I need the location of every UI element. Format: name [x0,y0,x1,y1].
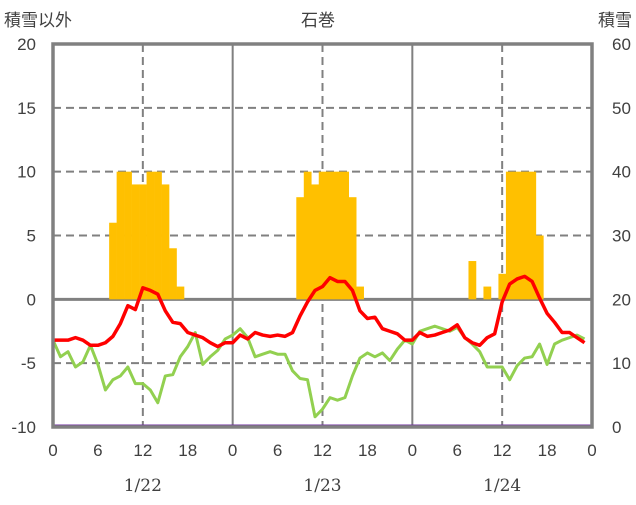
bar [535,235,544,300]
x-tick-label: 12 [313,441,332,460]
x-tick-label: 18 [358,441,377,460]
bar [161,184,170,300]
bar [528,171,537,300]
left-axis-title: 積雪以外 [4,11,72,31]
right-tick-label: 0 [612,418,621,437]
x-tick-label: 0 [228,441,237,460]
left-tick-label: -5 [21,354,36,373]
bar [176,286,185,300]
left-tick-label: 20 [17,35,36,54]
chart-title: 石巻 [301,11,335,31]
x-tick-label: 6 [453,441,462,460]
right-tick-label: 20 [612,290,631,309]
left-tick-label: 0 [27,290,36,309]
bar [154,171,162,300]
x-tick-label: 6 [273,441,282,460]
green-line [51,324,586,419]
date-label: 1/23 [303,476,341,496]
left-tick-label: 10 [17,163,36,182]
bar [326,171,335,300]
right-tick-label: 30 [612,227,631,246]
bar [303,171,312,300]
x-tick-label: 0 [408,441,417,460]
bar [356,286,364,300]
bar-series [109,171,544,300]
bar [169,248,177,300]
bar [505,171,514,300]
bar [146,171,155,300]
x-tick-label: 12 [493,441,512,460]
date-label: 1/22 [124,476,162,496]
right-axis-title: 積雪 [598,11,632,31]
bar [483,286,492,300]
x-tick-label: 12 [133,441,152,460]
bar [109,222,117,300]
right-tick-label: 40 [612,163,631,182]
right-tick-label: 10 [612,354,631,373]
right-tick-label: 60 [612,35,631,54]
x-tick-label: 0 [587,441,596,460]
bar [139,184,147,300]
bar [311,184,320,300]
red-line [53,274,586,349]
x-tick-label: 18 [538,441,557,460]
bar [468,261,477,300]
x-tick-label: 18 [178,441,197,460]
bar [296,197,305,300]
left-tick-label: 5 [27,227,36,246]
bar [348,197,357,300]
bar [513,171,522,300]
bar [333,171,342,300]
bar [498,273,507,300]
bar [124,171,132,300]
bar [341,171,350,300]
date-label: 1/24 [483,476,521,496]
x-tick-label: 0 [48,441,57,460]
x-tick-label: 6 [93,441,102,460]
left-tick-label: 15 [17,99,36,118]
plot-frame [51,42,594,429]
bar [318,171,327,300]
right-tick-label: 50 [612,99,631,118]
bar [131,184,140,300]
left-tick-label: -10 [11,418,36,437]
bar [116,171,125,300]
bar [520,171,529,300]
